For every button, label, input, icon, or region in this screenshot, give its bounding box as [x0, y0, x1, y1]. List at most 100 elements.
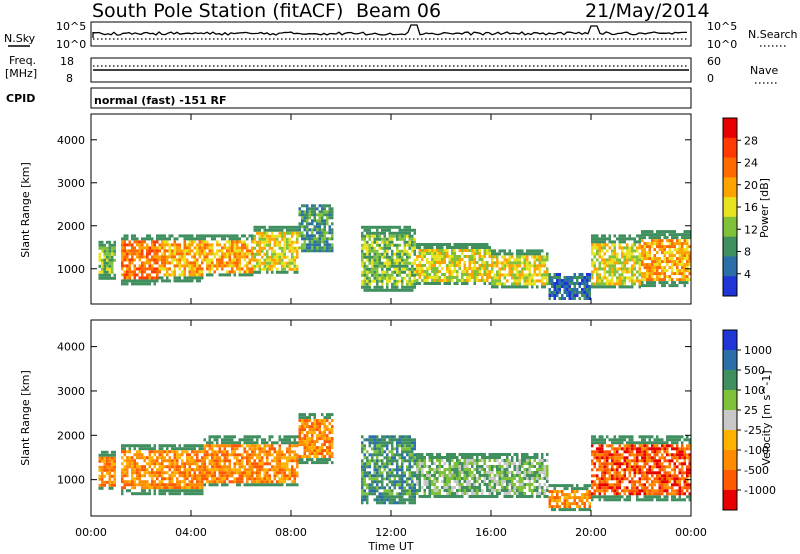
echo-cell: [241, 474, 244, 478]
echo-cell: [631, 258, 634, 262]
echo-cell: [476, 486, 479, 489]
echo-cell: [476, 267, 479, 270]
echo-cell: [373, 447, 376, 451]
echo-cell: [276, 255, 279, 259]
echo-cell: [591, 240, 594, 244]
echo-cell: [208, 435, 211, 439]
echo-cell: [411, 438, 414, 442]
echo-cell: [411, 441, 414, 445]
echo-cell: [306, 228, 309, 232]
echo-cell: [368, 279, 371, 283]
echo-cell: [181, 480, 184, 484]
echo-cell: [581, 279, 584, 282]
echo-cell: [193, 261, 196, 265]
echo-cell: [198, 267, 201, 271]
echo-cell: [643, 242, 646, 246]
echo-cell: [273, 468, 276, 472]
echo-cell: [381, 480, 384, 484]
echo-cell: [416, 462, 419, 465]
echo-cell: [266, 483, 269, 487]
echo-cell: [521, 486, 524, 489]
echo-cell: [173, 273, 176, 277]
echo-cell: [671, 278, 674, 282]
echo-cell: [228, 444, 231, 448]
echo-cell: [173, 264, 176, 268]
echo-cell: [391, 471, 394, 475]
echo-cell: [668, 278, 671, 282]
echo-cell: [378, 225, 381, 229]
echo-cell: [211, 450, 214, 454]
echo-cell: [471, 474, 474, 477]
echo-cell: [558, 276, 561, 279]
echo-cell: [426, 243, 429, 246]
echo-cell: [313, 210, 316, 214]
echo-cell: [493, 477, 496, 480]
echo-cell: [673, 233, 676, 237]
echo-cell: [516, 255, 519, 259]
echo-cell: [166, 459, 169, 463]
echo-cell: [161, 243, 164, 247]
echo-cell: [271, 231, 274, 235]
echo-cell: [413, 471, 416, 475]
echo-cell: [298, 228, 301, 232]
echo-cell: [321, 216, 324, 220]
echo-cell: [231, 246, 234, 250]
echo-cell: [528, 468, 531, 471]
echo-cell: [418, 246, 421, 249]
echo-cell: [576, 276, 579, 279]
echo-cell: [326, 243, 329, 247]
echo-cell: [428, 483, 431, 486]
echo-cell: [381, 237, 384, 241]
echo-cell: [401, 285, 404, 289]
echo-cell: [281, 456, 284, 460]
echo-cell: [686, 251, 689, 255]
echo-cell: [183, 492, 186, 496]
echo-cell: [398, 477, 401, 481]
echo-cell: [291, 471, 294, 475]
echo-cell: [288, 258, 291, 262]
echo-cell: [176, 480, 179, 484]
echo-cell: [286, 477, 289, 481]
echo-cell: [108, 249, 111, 253]
echo-cell: [176, 459, 179, 463]
echo-cell: [611, 264, 614, 268]
echo-cell: [146, 447, 149, 451]
echo-cell: [141, 261, 144, 265]
echo-cell: [596, 285, 599, 289]
echo-cell: [103, 246, 106, 250]
echo-cell: [308, 216, 311, 220]
echo-cell: [396, 471, 399, 475]
echo-cell: [383, 270, 386, 274]
echo-cell: [386, 465, 389, 469]
echo-cell: [586, 273, 589, 276]
echo-cell: [328, 458, 331, 462]
echo-cell: [163, 249, 166, 253]
echo-cell: [246, 267, 249, 271]
echo-cell: [171, 486, 174, 490]
echo-cell: [638, 252, 641, 256]
echo-cell: [476, 243, 479, 246]
echo-cell: [601, 243, 604, 247]
echo-cell: [226, 264, 229, 268]
echo-cell: [186, 243, 189, 247]
echo-cell: [448, 489, 451, 492]
echo-cell: [193, 489, 196, 493]
echo-cell: [451, 246, 454, 249]
echo-cell: [573, 282, 576, 285]
echo-cell: [371, 453, 374, 457]
colorbar-swatch: [723, 236, 737, 257]
echo-cell: [613, 246, 616, 250]
echo-cell: [373, 480, 376, 484]
echo-cell: [301, 225, 304, 229]
echo-cell: [651, 272, 654, 276]
echo-cell: [171, 459, 174, 463]
echo-cell: [411, 261, 414, 265]
echo-cell: [273, 264, 276, 268]
echo-cell: [446, 276, 449, 279]
echo-cell: [238, 468, 241, 472]
echo-cell: [466, 489, 469, 492]
echo-cell: [386, 243, 389, 247]
echo-cell: [506, 285, 509, 289]
echo-cell: [363, 264, 366, 268]
echo-cell: [456, 264, 459, 267]
